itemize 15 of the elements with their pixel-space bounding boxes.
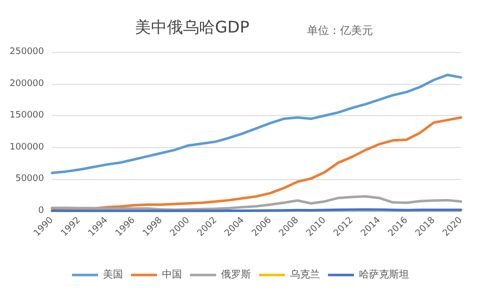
y-tick-label: 150000 <box>10 110 44 121</box>
y-tick-label: 200000 <box>10 78 44 89</box>
legend-label: 俄罗斯 <box>221 268 251 280</box>
chart-subtitle: 单位：亿美元 <box>307 24 373 37</box>
legend-label: 乌克兰 <box>290 268 320 280</box>
y-tick-label: 50000 <box>15 174 44 184</box>
chart-title: 美中俄乌哈GDP <box>135 18 250 36</box>
legend-label: 哈萨克斯坦 <box>359 268 409 280</box>
y-tick-label: 0 <box>38 206 44 216</box>
line-series <box>50 74 462 174</box>
line-series <box>50 195 462 211</box>
y-tick-label: 250000 <box>10 47 44 57</box>
legend-label: 美国 <box>103 268 123 280</box>
legend-label: 中国 <box>162 268 182 280</box>
y-tick-label: 100000 <box>10 142 44 152</box>
